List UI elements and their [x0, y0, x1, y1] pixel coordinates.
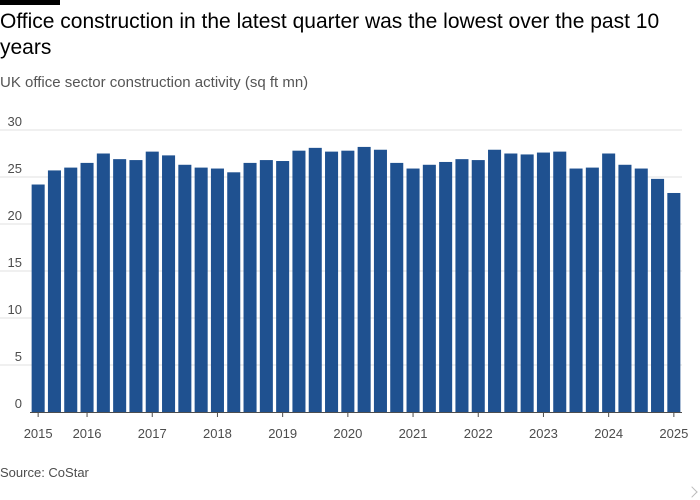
bar	[667, 192, 681, 412]
x-tick-label: 2023	[529, 426, 558, 441]
bar	[80, 162, 94, 412]
bar	[488, 149, 502, 413]
bar	[129, 160, 143, 412]
bar	[31, 184, 45, 412]
x-tick-label: 2021	[399, 426, 428, 441]
bar	[390, 162, 404, 412]
bar	[259, 160, 273, 412]
bar	[455, 159, 469, 412]
corner-chevron-icon	[686, 486, 698, 498]
bar	[357, 146, 371, 413]
bar	[227, 172, 241, 412]
y-tick-label: 10	[8, 302, 22, 317]
bar	[602, 153, 616, 412]
x-tick-label: 2025	[659, 426, 688, 441]
y-tick-label: 20	[8, 208, 22, 223]
x-tick-label: 2022	[464, 426, 493, 441]
bar	[243, 162, 257, 412]
bar	[373, 149, 387, 413]
y-axis-tick-labels: 0 5 10 15 20 25 30	[8, 114, 22, 411]
bar	[422, 164, 436, 412]
x-tick-label: 2015	[24, 426, 53, 441]
x-axis: 2015 2016 2017 2018 2019 2020 2021 2022 2023 2024…	[24, 412, 688, 441]
bar	[553, 151, 567, 412]
bar	[47, 170, 61, 412]
bars	[31, 146, 681, 413]
bar	[341, 150, 355, 412]
x-tick-label: 2024	[594, 426, 623, 441]
x-tick-label: 2019	[268, 426, 297, 441]
bar	[406, 168, 420, 412]
bar	[504, 153, 518, 412]
chart-subtitle: UK office sector construction activity (…	[0, 74, 309, 91]
bar	[520, 154, 534, 412]
bar	[634, 168, 648, 412]
x-tick-label: 2017	[138, 426, 167, 441]
bar	[178, 164, 192, 412]
chart-title: Office construction in the latest quarte…	[0, 10, 660, 59]
x-tick-label: 2016	[73, 426, 102, 441]
x-tick-label: 2020	[333, 426, 362, 441]
bar	[210, 168, 224, 412]
y-tick-label: 25	[8, 161, 22, 176]
bar	[618, 164, 632, 412]
y-tick-label: 5	[15, 349, 22, 364]
bar	[96, 153, 110, 412]
bar	[64, 167, 78, 412]
bar	[439, 161, 453, 412]
bar	[325, 151, 339, 412]
y-tick-label: 30	[8, 114, 22, 129]
bar	[536, 152, 550, 412]
header-accent-rule	[0, 0, 60, 5]
bar	[471, 160, 485, 412]
x-tick-label: 2018	[203, 426, 232, 441]
source-note: Source: CoStar	[0, 465, 89, 480]
bar	[308, 147, 322, 413]
bar	[651, 178, 665, 412]
bar	[162, 155, 176, 412]
bar	[292, 150, 306, 412]
bar	[145, 151, 159, 412]
bar	[194, 167, 208, 412]
bar	[276, 161, 290, 412]
bar	[113, 159, 127, 412]
y-tick-label: 15	[8, 255, 22, 270]
y-tick-label: 0	[15, 396, 22, 411]
bar	[585, 167, 599, 412]
bar	[569, 168, 583, 412]
